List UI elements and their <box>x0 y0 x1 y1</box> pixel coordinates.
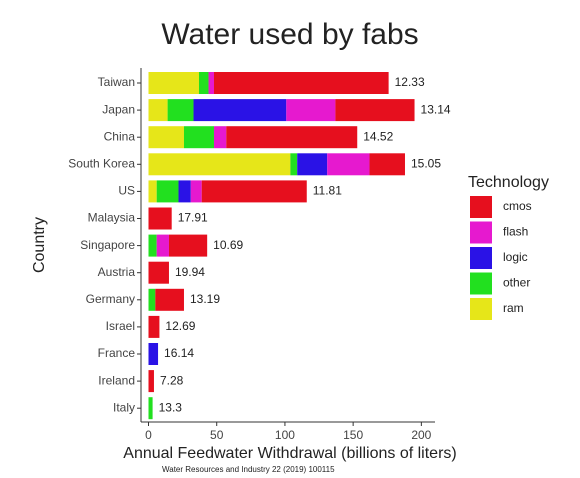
y-tick-label: South Korea <box>68 156 135 170</box>
bar-segment <box>168 234 208 257</box>
bar-segment <box>226 126 358 149</box>
x-tick-label: 150 <box>343 428 363 442</box>
y-tick-label: US <box>118 184 135 198</box>
y-tick-label: Japan <box>102 102 135 116</box>
bar-segment <box>193 99 287 122</box>
bar-end-label: 19.94 <box>175 265 205 279</box>
legend-label: logic <box>503 250 528 264</box>
bar-end-label: 12.33 <box>395 75 425 89</box>
x-tick-label: 0 <box>145 428 152 442</box>
chart-title: Water used by fabs <box>161 18 418 51</box>
legend-swatch <box>470 221 492 244</box>
bar-end-label: 12.69 <box>165 319 195 333</box>
bar-segment <box>148 153 291 176</box>
x-tick-label: 50 <box>210 428 224 442</box>
y-tick-label: Ireland <box>98 373 135 387</box>
bar-segment <box>369 153 405 176</box>
bar-segment <box>148 99 168 122</box>
bar-end-label: 15.05 <box>411 156 441 170</box>
bar-segment <box>155 288 184 311</box>
bar-segment <box>213 126 227 149</box>
bar-segment <box>201 180 307 203</box>
x-axis-title: Annual Feedwater Withdrawal (billions of… <box>123 445 456 462</box>
y-tick-label: Singapore <box>80 238 135 252</box>
y-tick-label: Germany <box>86 292 135 306</box>
bar-segment <box>148 370 154 393</box>
bar-end-label: 14.52 <box>363 129 393 143</box>
bar-end-label: 16.14 <box>164 346 194 360</box>
legend-label: flash <box>503 225 528 239</box>
bar-segment <box>286 99 336 122</box>
legend-swatch <box>470 298 492 320</box>
bar-end-label: 13.14 <box>421 102 451 116</box>
legend-title: Technology <box>468 174 549 191</box>
bar-end-label: 10.69 <box>213 238 243 252</box>
bar-segment <box>167 99 194 122</box>
bar-segment <box>148 72 199 94</box>
legend-swatch <box>470 272 492 295</box>
y-tick-label: France <box>98 346 136 360</box>
y-axis-title: Country <box>31 217 48 273</box>
x-tick-label: 100 <box>275 428 295 442</box>
y-tick-label: Taiwan <box>98 75 135 89</box>
source-note: Water Resources and Industry 22 (2019) 1… <box>162 465 335 474</box>
bar-segment <box>290 153 298 176</box>
legend-swatch <box>470 247 492 269</box>
bar-segment <box>148 126 184 149</box>
bar-segment <box>190 180 202 203</box>
y-tick-label: Italy <box>113 400 135 414</box>
bar-segment <box>178 180 191 203</box>
bar-end-label: 7.28 <box>160 373 184 387</box>
bar-segment <box>148 288 156 311</box>
bar-segment <box>148 261 169 284</box>
x-tick-label: 200 <box>411 428 431 442</box>
bar-end-label: 17.91 <box>178 211 208 225</box>
bar-segment <box>198 72 209 94</box>
bar-segment <box>335 99 415 122</box>
bar-segment <box>156 180 179 203</box>
bar-segment <box>327 153 370 176</box>
bar-segment <box>183 126 214 149</box>
bar-end-label: 11.81 <box>313 184 342 198</box>
legend-swatch <box>470 196 492 218</box>
bar-segment <box>208 72 214 94</box>
legend-label: other <box>503 276 530 290</box>
bar-end-label: 13.19 <box>190 292 220 306</box>
bar-segment <box>148 207 172 230</box>
bar-segment <box>148 343 159 365</box>
legend-label: ram <box>503 301 524 315</box>
bar-segment <box>297 153 328 176</box>
bar-segment <box>148 234 157 257</box>
bar-segment <box>148 315 160 338</box>
y-tick-label: Malaysia <box>88 211 136 225</box>
bar-segment <box>213 72 389 94</box>
bar-segment <box>148 397 153 420</box>
y-tick-label: Austria <box>98 265 136 279</box>
legend-label: cmos <box>503 199 532 213</box>
bar-segment <box>148 180 157 203</box>
bar-end-label: 13.3 <box>159 400 183 414</box>
y-tick-label: Israel <box>106 319 135 333</box>
y-tick-label: China <box>104 129 136 143</box>
bar-segment <box>156 234 169 257</box>
